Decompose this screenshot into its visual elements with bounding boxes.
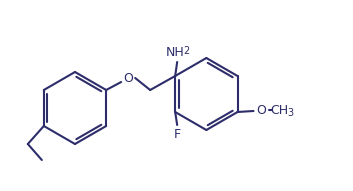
Text: O: O	[123, 71, 133, 84]
Text: CH: CH	[270, 104, 289, 117]
Text: O: O	[257, 104, 267, 117]
Text: 2: 2	[183, 46, 189, 56]
Text: 3: 3	[287, 108, 294, 118]
Text: F: F	[174, 128, 181, 141]
Text: NH: NH	[166, 46, 185, 60]
